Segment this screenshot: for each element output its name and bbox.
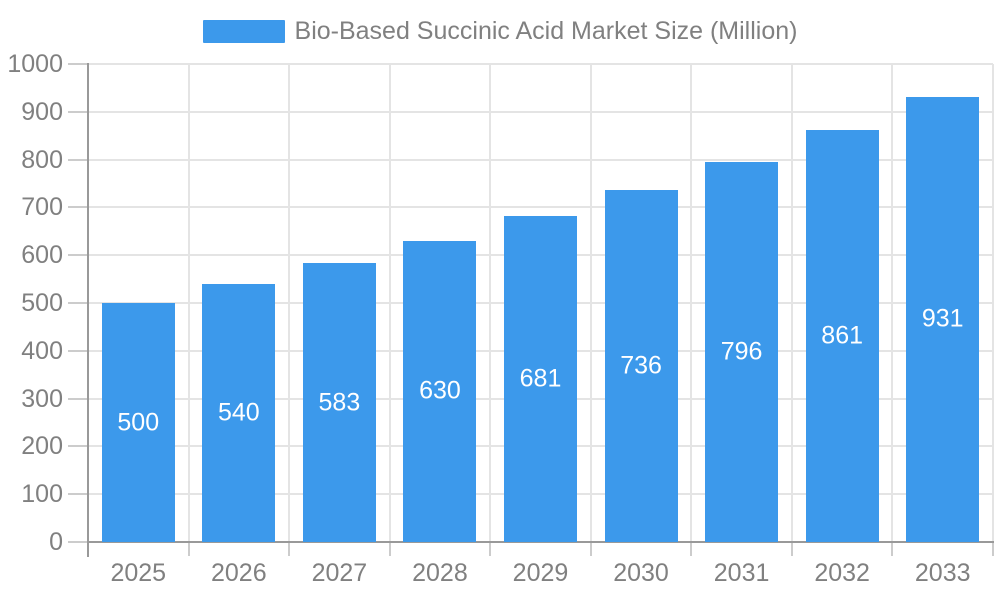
bar-value-label-2029: 681 [519, 364, 562, 393]
bar-value-label-2025: 500 [117, 408, 160, 436]
x-tick-label-2025: 2025 [110, 559, 167, 587]
bar-value-label-2026: 540 [217, 398, 260, 427]
x-axis-tick [187, 542, 190, 556]
x-axis-tick [891, 542, 894, 556]
gridline-vertical [690, 64, 693, 542]
bar-2031[interactable]: 796 [705, 161, 779, 542]
bar-value-label-2033: 931 [921, 304, 964, 333]
y-tick-label: 0 [49, 528, 63, 556]
y-tick-label: 700 [21, 193, 63, 222]
gridline-horizontal [88, 158, 993, 161]
bar-2033[interactable]: 931 [906, 96, 980, 542]
y-tick-label: 800 [21, 145, 63, 174]
y-tick-label: 600 [21, 241, 63, 270]
y-axis-tick [68, 349, 88, 352]
x-tick-label-2029: 2029 [512, 559, 569, 587]
bar-2030[interactable]: 736 [604, 190, 678, 542]
bar-value-label-2031: 796 [720, 337, 763, 366]
x-tick-label-2031: 2031 [713, 559, 770, 587]
legend-swatch[interactable] [202, 20, 285, 43]
legend-label[interactable]: Bio-Based Succinic Acid Market Size (Mil… [294, 17, 798, 45]
gridline-vertical [790, 64, 793, 542]
bar-value-label-2032: 861 [821, 321, 864, 350]
bar-2025[interactable]: 500 [101, 303, 175, 542]
y-tick-label: 100 [21, 480, 63, 509]
gridline-vertical [489, 64, 492, 542]
bar-2026[interactable]: 540 [202, 283, 276, 542]
gridline-vertical [288, 64, 291, 542]
x-axis-tick [388, 542, 391, 556]
bar-2032[interactable]: 861 [805, 130, 879, 542]
x-axis-tick [992, 542, 994, 556]
y-tick-label: 400 [21, 336, 63, 365]
gridline-vertical [388, 64, 391, 542]
bar-value-label-2027: 583 [318, 388, 361, 417]
bar-value-label-2030: 736 [620, 351, 662, 380]
y-axis-tick [68, 206, 88, 209]
gridline-vertical [187, 64, 190, 542]
y-axis-tick [68, 254, 88, 257]
gridline-horizontal [88, 110, 993, 113]
x-axis-line [87, 541, 994, 543]
gridline-horizontal [88, 206, 993, 209]
y-axis-tick [68, 397, 88, 400]
x-tick-label-2032: 2032 [814, 559, 870, 587]
y-tick-label: 200 [21, 432, 63, 461]
y-axis-tick [68, 445, 88, 448]
y-axis-line [87, 63, 89, 557]
legend[interactable]: Bio-Based Succinic Acid Market Size (Mil… [0, 17, 1000, 45]
bar-value-label-2028: 630 [419, 376, 461, 405]
x-axis-tick [288, 542, 291, 556]
y-tick-label: 1000 [7, 50, 63, 78]
x-axis-tick [690, 542, 693, 556]
y-axis-tick [68, 158, 88, 161]
y-axis-tick [68, 541, 88, 543]
gridline-vertical [589, 64, 592, 542]
x-tick-label-2026: 2026 [211, 559, 267, 587]
y-tick-label: 300 [21, 384, 63, 413]
x-tick-label-2030: 2030 [613, 559, 669, 587]
y-axis-tick [68, 302, 88, 304]
x-axis-tick [790, 542, 793, 556]
y-tick-label: 900 [21, 97, 63, 126]
y-axis-tick [68, 110, 88, 113]
x-tick-label-2033: 2033 [914, 559, 971, 587]
x-axis-tick [589, 542, 592, 556]
bar-2029[interactable]: 681 [504, 216, 577, 542]
gridline-vertical [891, 64, 894, 542]
gridline-vertical [992, 64, 994, 542]
bar-2028[interactable]: 630 [403, 240, 477, 542]
gridline-horizontal [88, 63, 993, 65]
y-axis-tick [68, 63, 88, 65]
x-tick-label-2028: 2028 [412, 559, 468, 587]
bar-2027[interactable]: 583 [302, 263, 376, 542]
x-axis-tick [489, 542, 492, 556]
x-tick-label-2027: 2027 [311, 559, 368, 587]
y-axis-tick [68, 493, 88, 496]
y-tick-label: 500 [21, 289, 63, 317]
